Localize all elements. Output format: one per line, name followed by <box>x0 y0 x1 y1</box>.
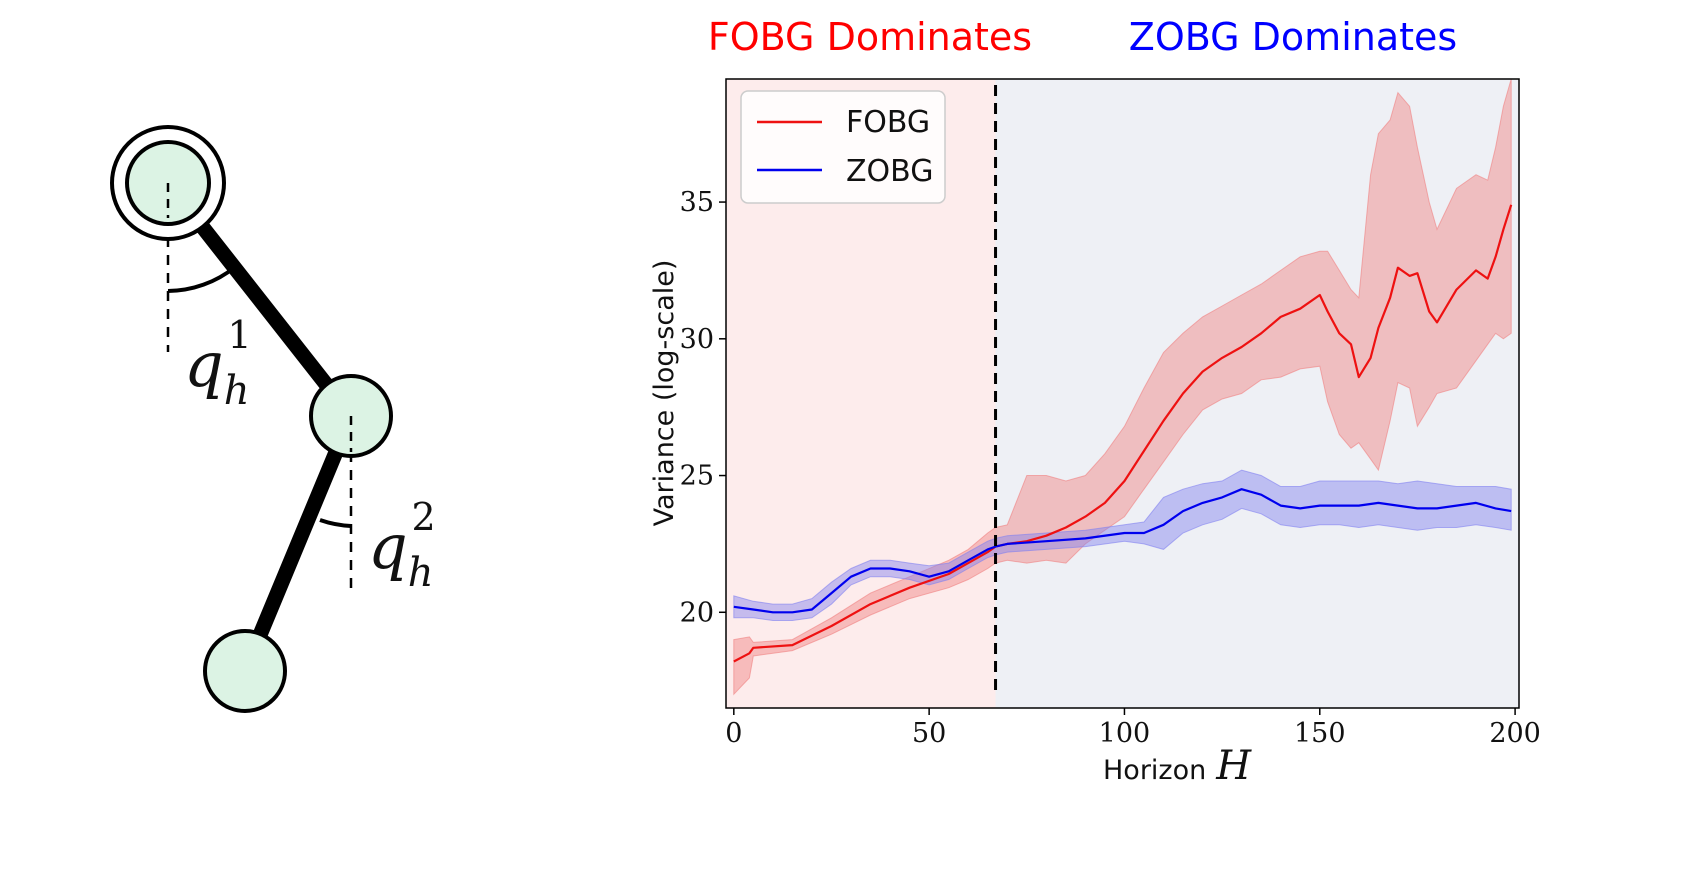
x-tick-label: 50 <box>912 718 946 749</box>
end-mass <box>203 629 287 713</box>
zobg-variance-band <box>733 469 1512 621</box>
legend-label-zobg: ZOBG <box>846 154 933 189</box>
x-tick-label: 100 <box>1099 718 1151 749</box>
region-zobg-dominates <box>995 79 1519 708</box>
legend-label-fobg: FOBG <box>846 105 930 140</box>
region-label-zobg: ZOBG Dominates <box>1129 15 1457 59</box>
region-label-fobg: FOBG Dominates <box>708 15 1032 59</box>
fobg-variance-band <box>733 78 1512 696</box>
x-axis-label: Horizon H <box>1103 743 1252 789</box>
angle-arc-2 <box>319 518 352 528</box>
legend: FOBG ZOBG <box>740 90 946 204</box>
zobg-mean-line <box>733 488 1512 614</box>
angle-label-2: qh2 <box>368 495 436 596</box>
y-tick-label: 35 <box>680 187 714 218</box>
y-tick-label: 25 <box>680 461 714 492</box>
x-tick-label: 150 <box>1294 718 1346 749</box>
x-tick-label: 0 <box>725 718 742 749</box>
angle-arc-1 <box>167 265 237 293</box>
fobg-mean-line <box>733 204 1513 663</box>
axes-frame <box>725 78 1520 709</box>
x-tick-label: 200 <box>1489 718 1541 749</box>
variance-chart: FOBG Dominates ZOBG Dominates 0 50 100 150 2… <box>649 15 1541 789</box>
y-tick-label: 30 <box>680 324 714 355</box>
legend-box <box>740 90 946 204</box>
y-axis-label: Variance (log-scale) <box>649 260 680 527</box>
y-tick-label: 20 <box>680 597 714 628</box>
double-pendulum-diagram: qh1 qh2 <box>110 125 436 713</box>
link-2 <box>237 408 359 679</box>
angle-label-1: qh1 <box>184 313 252 414</box>
